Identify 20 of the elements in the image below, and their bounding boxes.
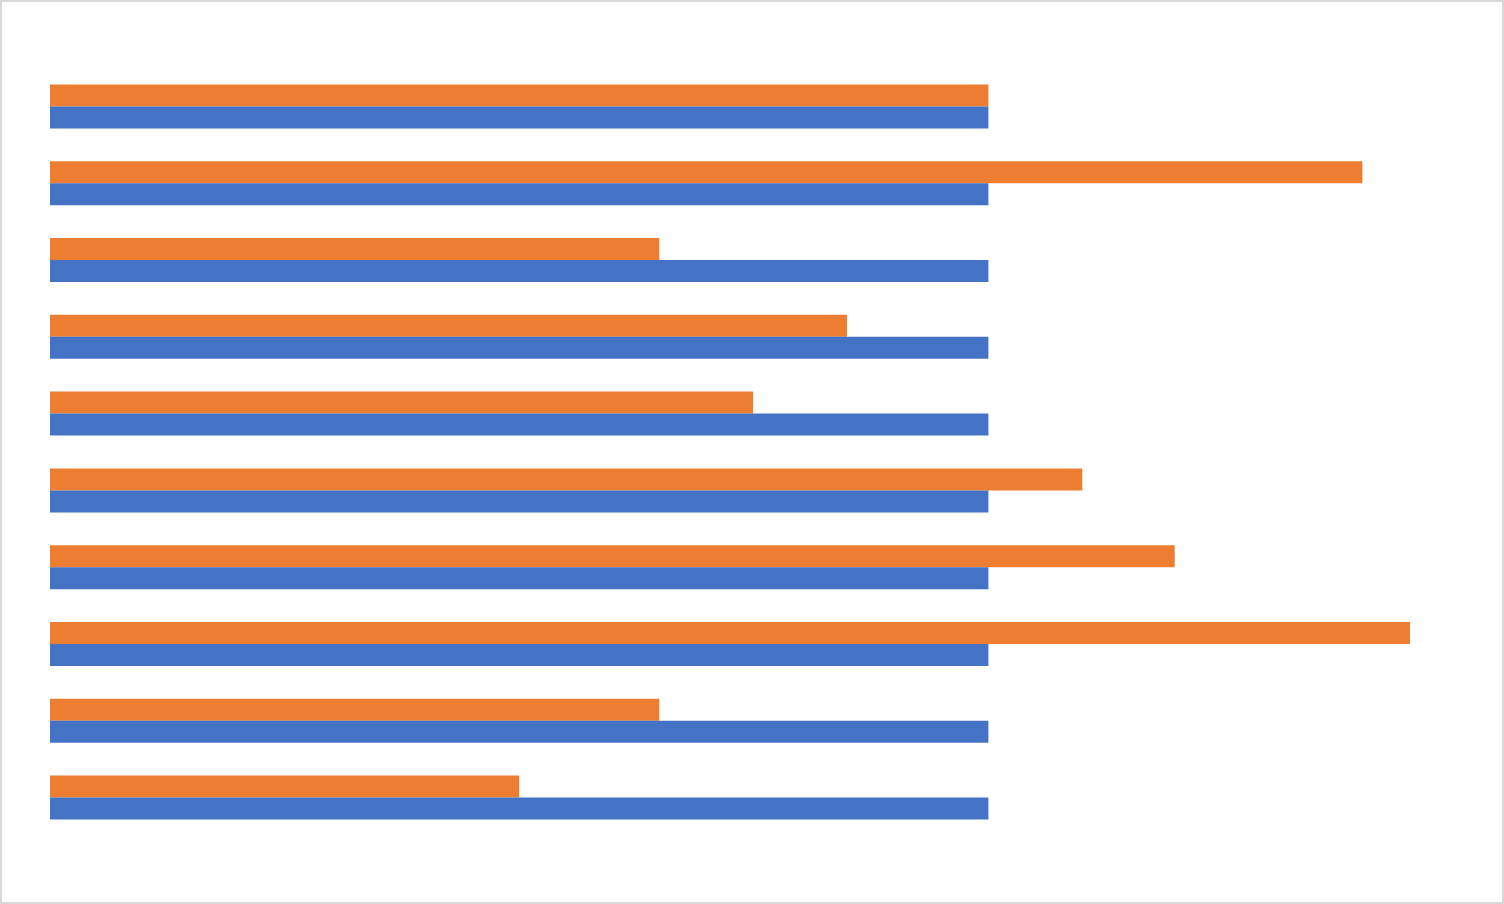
bar (50, 314, 847, 337)
bar (50, 644, 989, 666)
bar (50, 161, 1363, 184)
bar (50, 775, 520, 798)
bar (50, 720, 989, 743)
bar (50, 391, 754, 414)
bar (50, 238, 660, 260)
bar (50, 468, 1083, 491)
bar (50, 106, 989, 129)
bar (50, 698, 660, 721)
bar (50, 622, 1410, 644)
bar (50, 183, 989, 206)
bar (50, 490, 989, 513)
bar (50, 545, 1175, 568)
bar (50, 797, 989, 820)
bar (50, 84, 989, 107)
bar (50, 567, 989, 590)
bar (50, 336, 989, 359)
bar (50, 260, 989, 282)
bar (50, 413, 989, 436)
